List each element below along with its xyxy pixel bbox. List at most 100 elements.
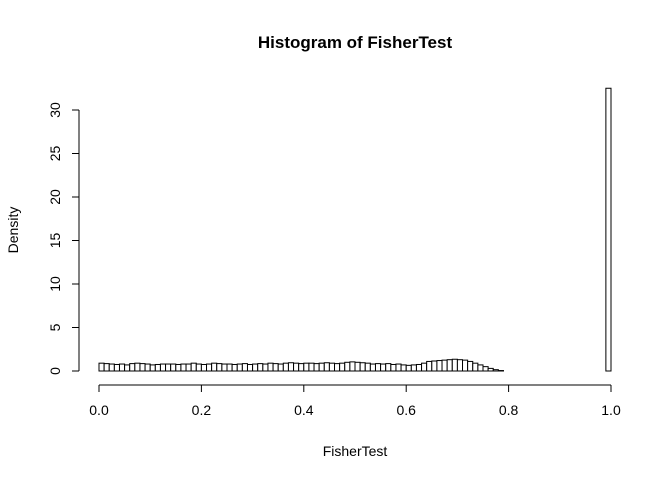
histogram-bar [406,365,411,371]
histogram-bar [355,362,360,371]
x-tick-label: 0.2 [192,402,212,418]
y-axis-label: Density [5,207,21,254]
histogram-bar [478,365,483,371]
histogram-bar [391,364,396,371]
histogram-bar [104,364,109,371]
chart-title: Histogram of FisherTest [258,33,453,52]
y-tick-label: 25 [47,146,63,162]
histogram-bar [468,361,473,371]
histogram-bar [437,361,442,371]
histogram-bar [160,364,165,371]
histogram-bar [606,88,611,371]
histogram-bar [294,363,299,371]
histogram-bar [386,364,391,371]
x-axis-label: FisherTest [323,443,388,459]
histogram-bar [283,363,288,371]
histogram-bar [217,364,222,371]
y-tick-label: 15 [47,233,63,249]
histogram-bar [457,360,462,371]
histogram-bar [191,363,196,371]
histogram-bar [463,360,468,371]
y-tick-label: 10 [47,276,63,292]
histogram-bar [150,365,155,371]
y-tick-label: 30 [47,102,63,118]
y-tick-label: 20 [47,189,63,205]
histogram-bar [427,361,432,371]
histogram-bar [422,363,427,371]
x-tick-label: 0.8 [499,402,519,418]
histogram-bar [288,363,293,371]
histogram-bar [99,363,104,371]
histogram-bar [130,364,135,371]
x-tick-label: 0.6 [396,402,416,418]
histogram-bar [401,365,406,371]
histogram-bar [176,364,181,371]
histogram-bar [381,364,386,371]
histogram-bar [227,364,232,371]
histogram-bar [452,359,457,371]
histogram-bar [114,364,119,371]
histogram-bar [299,364,304,371]
histogram-bar [314,364,319,371]
y-tick-label: 5 [47,323,63,331]
histogram-bar [488,368,493,371]
histogram-bar [119,364,124,371]
histogram-bar [201,364,206,371]
histogram-bar [253,364,258,371]
histogram-bar [237,364,242,371]
histogram-bar [304,363,309,371]
histogram-bar [140,364,145,371]
histogram-bar [483,367,488,371]
histogram-bar [135,363,140,371]
histogram-bar [109,364,114,371]
histogram-bar [186,364,191,371]
histogram-bar [365,363,370,371]
histogram-bar [145,364,150,371]
histogram-bar [273,364,278,371]
x-tick-label: 0.4 [294,402,314,418]
histogram-bar [411,365,416,371]
histogram-bar [493,370,498,371]
histogram-bar [171,364,176,371]
histogram-bar [232,364,237,371]
histogram-bar [319,363,324,371]
histogram-bar [278,364,283,371]
histogram-bar [375,364,380,371]
histogram-bar [396,364,401,371]
histogram-bar [345,362,350,371]
histogram-bar [473,363,478,371]
histogram-bar [155,364,160,371]
histogram-bar [222,364,227,371]
histogram-bar [335,364,340,371]
histogram-bar [196,364,201,371]
histogram-bar [360,363,365,371]
histogram-bar [442,360,447,371]
histogram-bar [329,363,334,371]
x-axis: 0.0 0.2 0.4 0.6 0.8 1.0 [89,385,621,418]
histogram-bar [370,364,375,371]
histogram-bar [258,364,263,371]
y-axis: 0 5 10 15 20 25 30 [47,102,79,375]
histogram-bar [447,360,452,371]
histogram-bar [416,364,421,371]
histogram-bar [212,363,217,371]
histogram-bar [166,364,171,371]
histogram-bar [263,364,268,371]
x-tick-label: 1.0 [601,402,621,418]
histogram-bar [181,364,186,371]
y-tick-label: 0 [47,367,63,375]
histogram-bar [268,363,273,371]
histogram-bar [309,363,314,371]
histogram-bar [242,364,247,371]
histogram-bar [247,364,252,371]
histogram-bar [324,363,329,371]
x-tick-label: 0.0 [89,402,109,418]
histogram-bar [340,363,345,371]
histogram-bars [99,88,611,371]
histogram-bar [432,361,437,371]
histogram-bar [350,362,355,371]
histogram-bar [207,364,212,371]
histogram-bar [125,365,130,371]
